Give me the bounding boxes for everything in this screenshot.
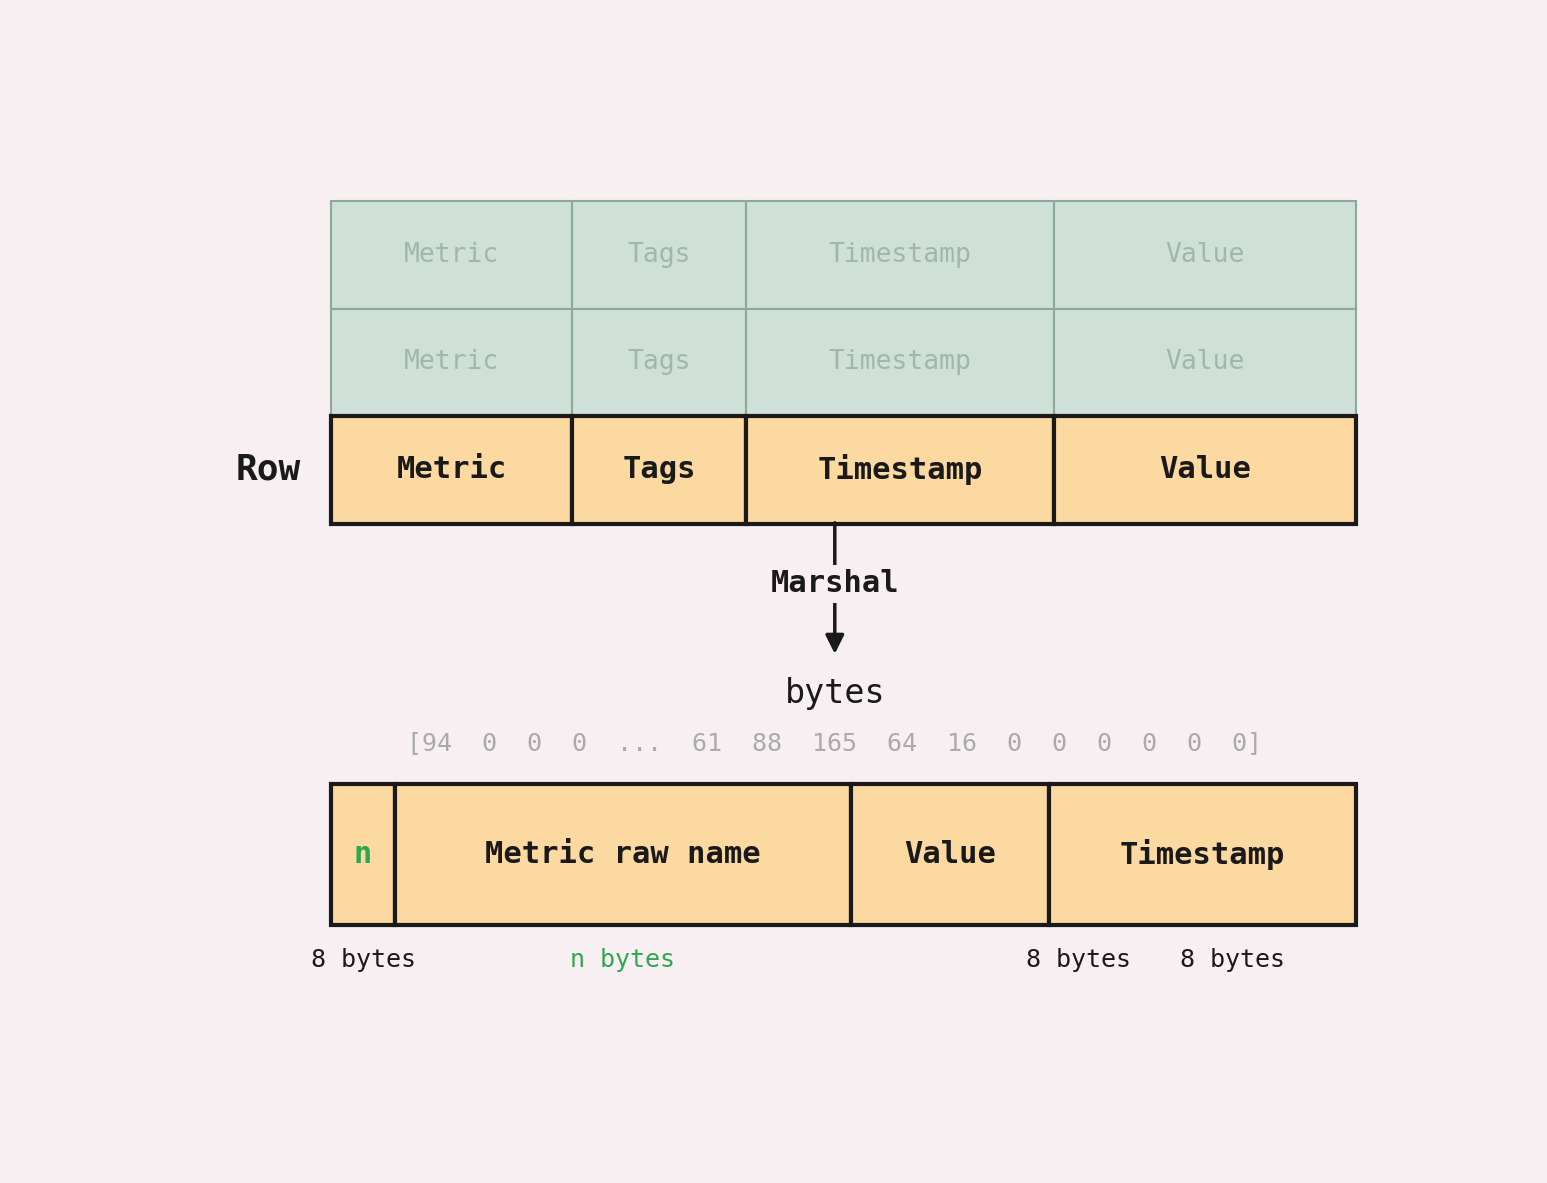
Text: Metric: Metric (404, 241, 500, 267)
Bar (572, 416, 746, 524)
Text: n bytes: n bytes (569, 948, 674, 972)
Text: bytes: bytes (784, 677, 885, 710)
Text: n: n (354, 840, 373, 870)
Text: [94  0  0  0  ...  61  88  165  64  16  0  0  0  0  0  0]: [94 0 0 0 ... 61 88 165 64 16 0 0 0 0 0 … (407, 731, 1262, 755)
Bar (1049, 784, 1357, 925)
Bar (746, 309, 1054, 416)
Text: Value: Value (903, 840, 996, 870)
Text: Marshal: Marshal (770, 569, 899, 599)
Text: Row: Row (237, 453, 302, 487)
Text: 8 bytes: 8 bytes (311, 948, 416, 972)
Text: Value: Value (1165, 349, 1245, 375)
Bar (746, 416, 1054, 524)
Bar (572, 309, 746, 416)
Bar (1054, 416, 1357, 524)
Text: Tags: Tags (628, 349, 692, 375)
Text: Metric: Metric (396, 455, 507, 484)
Text: Timestamp: Timestamp (1120, 839, 1286, 871)
Bar (1054, 309, 1357, 416)
Bar (331, 784, 394, 925)
Bar (746, 201, 1054, 309)
Bar (331, 416, 572, 524)
Text: Timestamp: Timestamp (829, 241, 972, 267)
Text: Value: Value (1159, 455, 1252, 484)
Text: Timestamp: Timestamp (829, 349, 972, 375)
Text: Tags: Tags (622, 455, 696, 484)
Text: Metric: Metric (404, 349, 500, 375)
Bar (1054, 201, 1357, 309)
Text: Metric raw name: Metric raw name (486, 840, 761, 870)
Bar (394, 784, 851, 925)
Text: Value: Value (1165, 241, 1245, 267)
Text: Timestamp: Timestamp (817, 454, 982, 485)
Text: Tags: Tags (628, 241, 692, 267)
Text: 8 bytes: 8 bytes (1180, 948, 1286, 972)
Bar (572, 201, 746, 309)
Bar (331, 309, 572, 416)
Text: 8 bytes: 8 bytes (1026, 948, 1131, 972)
Bar (851, 784, 1049, 925)
Bar (331, 201, 572, 309)
